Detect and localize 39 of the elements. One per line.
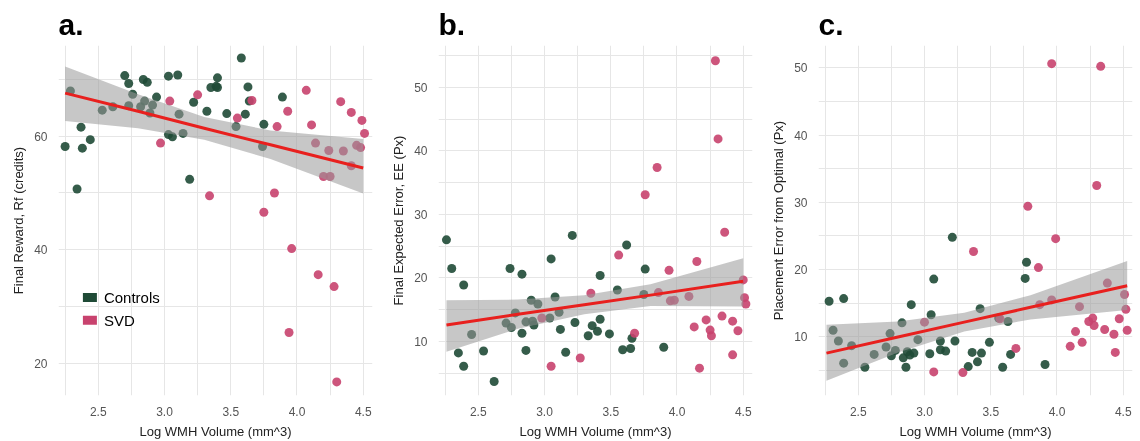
y-tick-label: 10 — [414, 335, 428, 350]
x-tick-label: 4.5 — [1114, 404, 1132, 419]
x-tick-label: 3.0 — [916, 404, 934, 419]
x-tick-label: 3.5 — [982, 404, 1000, 419]
x-tick-label: 3.0 — [156, 404, 174, 419]
y-tick-label: 40 — [414, 144, 428, 159]
y-tick-label: 20 — [414, 271, 428, 286]
y-tick-label: 40 — [34, 243, 48, 258]
x-tick-label: 4.5 — [354, 404, 372, 419]
x-tick-label: 4.5 — [734, 404, 752, 419]
y-tick-label: 10 — [794, 330, 808, 345]
legend-label: SVD — [103, 311, 135, 329]
y-tick-label: 50 — [794, 61, 808, 76]
y-axis-title: Final Reward, Rf (credits) — [11, 146, 27, 295]
x-axis-title: Log WMH Volume (mm^3) — [899, 423, 1052, 439]
x-tick-label: 4.0 — [288, 404, 306, 419]
x-tick-label: 3.5 — [602, 404, 620, 419]
x-tick-label: 4.0 — [1048, 404, 1066, 419]
x-axis-title: Log WMH Volume (mm^3) — [519, 423, 672, 439]
x-tick-label: 2.5 — [469, 404, 487, 419]
chart-title: a. — [58, 7, 84, 41]
x-axis-title: Log WMH Volume (mm^3) — [139, 423, 292, 439]
x-tick-label: 3.5 — [222, 404, 240, 419]
x-tick-label: 3.0 — [536, 404, 554, 419]
y-tick-label: 20 — [34, 356, 48, 371]
y-tick-label: 30 — [414, 207, 428, 222]
x-tick-label: 4.0 — [668, 404, 686, 419]
y-tick-label: 50 — [414, 80, 428, 95]
y-tick-label: 60 — [34, 129, 48, 144]
chart-title: c. — [818, 7, 844, 41]
chart-title: b. — [438, 7, 466, 41]
y-axis-title: Final Expected Error, EE (Px) — [391, 135, 407, 306]
legend-label: Controls — [103, 289, 160, 306]
y-tick-label: 20 — [794, 263, 808, 278]
y-tick-label: 30 — [794, 195, 808, 210]
y-tick-label: 40 — [794, 128, 808, 143]
x-tick-label: 2.5 — [89, 404, 107, 419]
y-axis-title: Placement Error from Optimal (Px) — [771, 120, 787, 321]
x-tick-label: 2.5 — [849, 404, 867, 419]
